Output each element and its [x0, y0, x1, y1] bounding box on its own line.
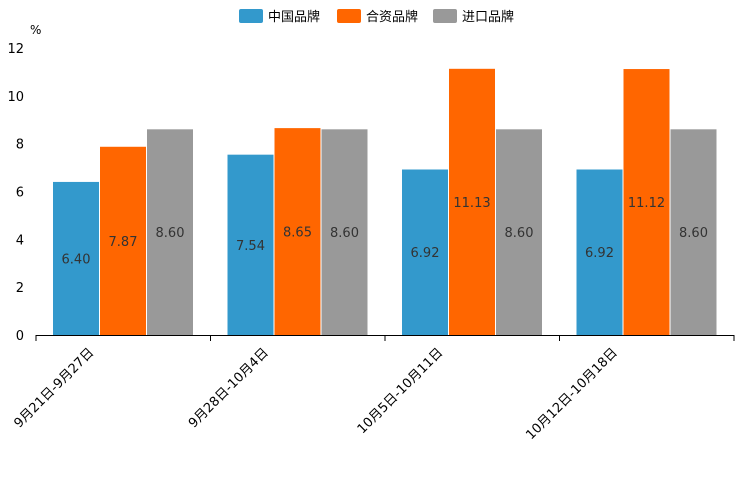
y-tick-label: 12 — [7, 42, 24, 57]
bar-4-1 — [576, 169, 623, 335]
bar-1-1 — [53, 181, 99, 335]
bar-3-1 — [402, 169, 448, 335]
x-axis: 9月21日-9月27日 9月28日-10月4日 10月5日-10月11日 10月12日… — [12, 335, 735, 443]
data-label-3-1: 6.92 — [411, 246, 440, 261]
y-tick-label: 6 — [16, 186, 24, 201]
y-axis-unit: % — [30, 23, 41, 37]
bar-4-3 — [670, 129, 717, 335]
data-label-3-3: 8.60 — [505, 226, 534, 241]
bar-4-2 — [623, 69, 670, 336]
data-label-2-2: 8.65 — [283, 226, 312, 241]
data-label-2-3: 8.60 — [330, 226, 359, 241]
bar-1-3 — [147, 129, 193, 335]
y-tick-label: 2 — [16, 281, 24, 296]
bar-2-2 — [274, 128, 321, 335]
legend: 中国品牌 合资品牌 进口品牌 — [239, 9, 514, 25]
y-tick-label: 8 — [16, 138, 24, 153]
x-tick-label: 10月5日-10月11日 — [355, 345, 447, 437]
bar-3-3 — [496, 129, 542, 335]
data-label-3-2: 11.13 — [453, 196, 490, 211]
data-label-1-3: 8.60 — [156, 226, 185, 241]
y-axis: 0 2 4 6 8 10 12 — [7, 42, 24, 344]
legend-swatch-3 — [433, 9, 457, 23]
data-label-4-2: 11.12 — [628, 196, 665, 211]
y-tick-label: 0 — [16, 329, 24, 344]
data-label-4-1: 6.92 — [585, 246, 614, 261]
legend-label-2: 合资品牌 — [366, 9, 418, 25]
x-tick-label: 10月12日-10月18日 — [523, 345, 620, 442]
data-label-1-2: 7.87 — [109, 235, 138, 250]
legend-swatch-2 — [337, 9, 361, 23]
bar-2-3 — [321, 129, 368, 335]
data-label-4-3: 8.60 — [679, 226, 708, 241]
bar-1-2 — [100, 146, 146, 335]
data-label-2-1: 7.54 — [236, 239, 265, 254]
bar-3-2 — [449, 68, 495, 336]
y-tick-label: 4 — [16, 233, 24, 248]
x-tick-label: 9月21日-9月27日 — [12, 345, 98, 431]
legend-swatch-1 — [239, 9, 263, 23]
legend-label-1: 中国品牌 — [268, 9, 320, 25]
bars: 6.40 7.87 8.60 7.54 8.65 8.60 6.92 11.13 8.60 6.9… — [53, 68, 717, 336]
bar-2-1 — [227, 154, 274, 335]
y-tick-label: 10 — [7, 90, 24, 105]
x-tick-label: 9月28日-10月4日 — [186, 345, 272, 431]
data-label-1-1: 6.40 — [62, 252, 91, 267]
legend-label-3: 进口品牌 — [462, 9, 514, 25]
